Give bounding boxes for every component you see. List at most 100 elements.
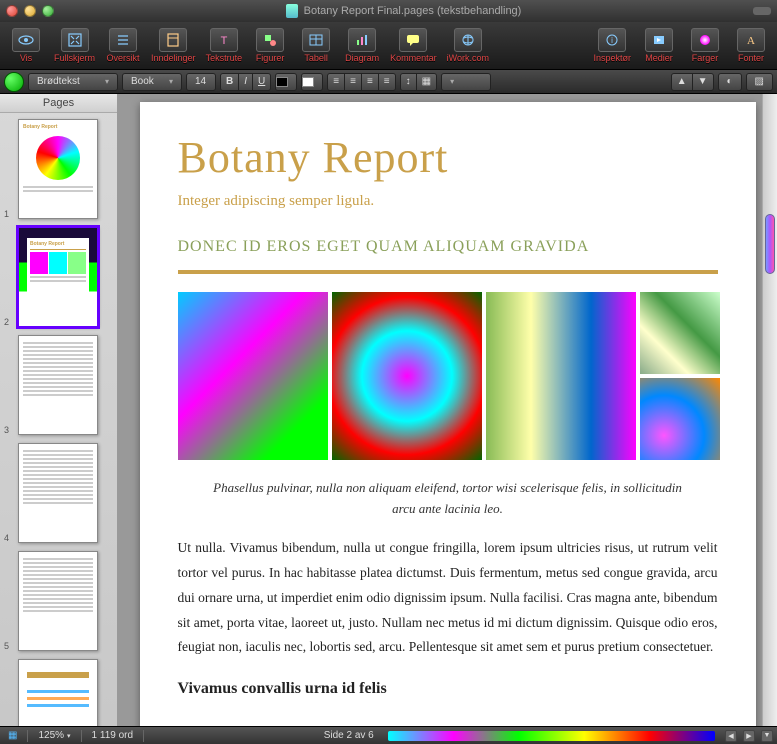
iwork-share-button[interactable]: iWork.com	[443, 26, 493, 65]
text-color-button[interactable]	[275, 73, 297, 91]
toolbar-label: Oversikt	[107, 53, 140, 63]
line-spacing-button[interactable]: ↕	[400, 73, 417, 91]
colors-icon	[691, 28, 719, 52]
nav-down-button[interactable]: ▼	[761, 730, 773, 742]
textbox-icon: T	[210, 28, 238, 52]
thumbnail-number: 5	[4, 641, 14, 651]
spacing-group: ↕ ▦	[400, 73, 437, 91]
sections-button[interactable]: Inndelinger	[147, 26, 200, 65]
toolbar-label: Diagram	[345, 53, 379, 63]
document-icon	[286, 4, 298, 18]
zoom-level[interactable]: 125% ▾	[34, 730, 74, 741]
thumbnail-number: 2	[4, 317, 14, 327]
fonts-button[interactable]: A Fonter	[729, 26, 773, 65]
media-button[interactable]: Medier	[637, 26, 681, 65]
thumbnail-preview	[18, 659, 98, 726]
chart-button[interactable]: Diagram	[340, 26, 384, 65]
align-center-button[interactable]: ≡	[344, 73, 362, 91]
document-title[interactable]: Botany Report	[178, 132, 718, 183]
outline-button[interactable]: Oversikt	[101, 26, 145, 65]
inspector-button[interactable]: i Inspektør	[589, 26, 635, 65]
underline-button[interactable]: U	[252, 73, 271, 91]
bold-button[interactable]: B	[220, 73, 239, 91]
placed-image[interactable]	[640, 378, 720, 460]
list-style-dropdown[interactable]	[441, 73, 491, 91]
scrollbar-thumb[interactable]	[765, 214, 775, 274]
fullscreen-icon	[61, 28, 89, 52]
alignment-group: ≡ ≡ ≡ ≡	[327, 73, 395, 91]
shapes-button[interactable]: Figurer	[248, 26, 292, 65]
opacity-button[interactable]: ◐	[718, 73, 742, 91]
document-heading[interactable]: DONEC ID EROS EGET QUAM ALIQUAM GRAVIDA	[178, 238, 718, 256]
word-count[interactable]: 1 119 ord	[88, 730, 138, 741]
background-color-button[interactable]	[301, 73, 323, 91]
body-heading[interactable]: Vivamus convallis urna id felis	[178, 680, 718, 698]
shapes-icon	[256, 28, 284, 52]
main-toolbar: Vis Fullskjerm Oversikt Inndelinger T Te…	[0, 22, 777, 70]
columns-button[interactable]: ▦	[416, 73, 437, 91]
toolbar-label: Tekstrute	[206, 53, 243, 63]
align-justify-button[interactable]: ≡	[378, 73, 396, 91]
thumbnail-preview: Botany Report	[18, 227, 98, 327]
font-family-dropdown[interactable]: Book	[122, 73, 182, 91]
toolbar-toggle-button[interactable]	[753, 7, 771, 15]
fullscreen-button[interactable]: Fullskjerm	[50, 26, 99, 65]
toolbar-label: Fonter	[738, 53, 764, 63]
svg-text:T: T	[220, 35, 227, 47]
page-indicator[interactable]: Side 2 av 6	[320, 730, 378, 741]
placed-image[interactable]	[486, 292, 636, 460]
document-canvas[interactable]: Botany Report Integer adipiscing semper …	[118, 94, 777, 726]
placed-image[interactable]	[178, 292, 328, 460]
textbox-button[interactable]: T Tekstrute	[202, 26, 247, 65]
thumbnail-preview: Botany Report	[18, 119, 98, 219]
page-thumbnail[interactable]: 3	[4, 335, 113, 435]
italic-button[interactable]: I	[238, 73, 253, 91]
align-left-button[interactable]: ≡	[327, 73, 345, 91]
titlebar: Botany Report Final.pages (tekstbehandli…	[0, 0, 777, 22]
back-button[interactable]: ▼	[692, 73, 714, 91]
toolbar-label: Farger	[692, 53, 719, 63]
navigation-strip[interactable]	[388, 731, 715, 741]
placed-image[interactable]	[332, 292, 482, 460]
next-page-button[interactable]: ▶	[743, 730, 755, 742]
play-media-button[interactable]	[4, 72, 24, 92]
body-text[interactable]: Ut nulla. Vivamus bibendum, nulla ut con…	[178, 536, 718, 661]
minimize-window-button[interactable]	[24, 5, 36, 17]
colors-button[interactable]: Farger	[683, 26, 727, 65]
page-thumbnail[interactable]: 2 Botany Report	[4, 227, 113, 327]
prev-page-button[interactable]: ◀	[725, 730, 737, 742]
font-size-field[interactable]: 14	[186, 73, 216, 91]
close-window-button[interactable]	[6, 5, 18, 17]
toolbar-label: Medier	[645, 53, 673, 63]
thumbnail-number: 4	[4, 533, 14, 543]
svg-text:i: i	[611, 36, 613, 45]
page-thumbnail[interactable]: 6	[4, 659, 113, 726]
text-style-group: B I U	[220, 73, 271, 91]
status-bar: ▦ 125% ▾ 1 119 ord Side 2 av 6 ◀ ▶ ▼	[0, 726, 777, 744]
view-button[interactable]: Vis	[4, 26, 48, 65]
media-icon	[645, 28, 673, 52]
comment-button[interactable]: Kommentar	[386, 26, 441, 65]
document-subtitle[interactable]: Integer adipiscing semper ligula.	[178, 193, 718, 210]
image-caption[interactable]: Phasellus pulvinar, nulla non aliquam el…	[208, 478, 688, 520]
window-title: Botany Report Final.pages (tekstbehandli…	[304, 5, 522, 17]
page-thumbnail[interactable]: 1Botany Report	[4, 119, 113, 219]
placed-image[interactable]	[640, 292, 720, 374]
toolbar-label: Vis	[20, 53, 32, 63]
table-icon	[302, 28, 330, 52]
paragraph-style-dropdown[interactable]: Brødtekst	[28, 73, 118, 91]
toolbar-label: Figurer	[256, 53, 285, 63]
zoom-window-button[interactable]	[42, 5, 54, 17]
align-right-button[interactable]: ≡	[361, 73, 379, 91]
front-button[interactable]: ▲	[671, 73, 693, 91]
table-button[interactable]: Tabell	[294, 26, 338, 65]
comment-icon	[399, 28, 427, 52]
vertical-scrollbar[interactable]	[762, 94, 777, 726]
inspector-icon: i	[598, 28, 626, 52]
shadow-button[interactable]: ▨	[746, 73, 773, 91]
view-mode-indicator[interactable]: ▦	[4, 730, 21, 741]
page-thumbnail[interactable]: 4	[4, 443, 113, 543]
page-thumbnail[interactable]: 5	[4, 551, 113, 651]
window-controls	[6, 5, 54, 17]
sections-icon	[159, 28, 187, 52]
